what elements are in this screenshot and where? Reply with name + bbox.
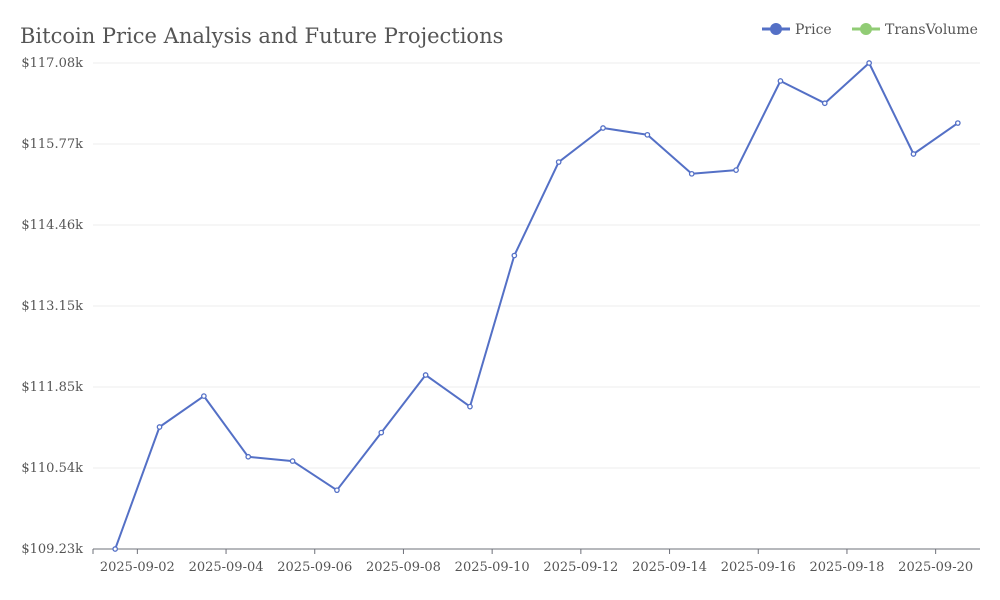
x-tick-label: 2025-09-12	[543, 560, 618, 575]
data-point[interactable]	[866, 60, 872, 66]
x-tick-label: 2025-09-06	[277, 560, 352, 575]
data-point[interactable]	[821, 100, 828, 107]
data-point[interactable]	[555, 159, 562, 165]
x-tick-label: 2025-09-02	[100, 560, 175, 575]
y-tick-label: $111.85k	[21, 380, 83, 395]
x-tick-label: 2025-09-10	[455, 560, 530, 575]
series-layer	[112, 60, 961, 552]
data-point[interactable]	[467, 403, 473, 410]
data-point[interactable]	[289, 458, 296, 464]
legend[interactable]: Price TransVolume	[762, 22, 978, 38]
data-point[interactable]	[954, 120, 961, 126]
series-line-price	[114, 62, 959, 550]
data-point[interactable]	[334, 487, 340, 494]
data-point[interactable]	[245, 453, 252, 460]
y-tick-label: $113.15k	[21, 299, 83, 314]
chart-title: Bitcoin Price Analysis and Future Projec…	[20, 24, 503, 48]
x-tick-label: 2025-09-04	[189, 560, 264, 575]
y-tick-label: $109.23k	[21, 542, 83, 557]
data-point[interactable]	[201, 393, 207, 399]
data-point[interactable]	[733, 167, 739, 173]
data-point[interactable]	[644, 131, 651, 138]
y-axis: $109.23k $110.54k $111.85k $113.15k $114.46k…	[21, 56, 83, 557]
data-point[interactable]	[777, 78, 784, 84]
x-tick-label: 2025-09-14	[632, 560, 707, 575]
x-tick-label: 2025-09-20	[898, 560, 973, 575]
legend-swatch-dot	[860, 23, 872, 35]
data-point[interactable]	[378, 429, 385, 436]
data-point[interactable]	[600, 125, 606, 131]
y-tick-label: $110.54k	[21, 461, 83, 476]
grid-lines	[93, 62, 980, 469]
legend-swatch-dot	[770, 23, 782, 35]
y-tick-label: $115.77k	[21, 137, 83, 152]
data-point[interactable]	[422, 372, 429, 378]
data-point[interactable]	[688, 170, 695, 177]
data-point[interactable]	[112, 546, 119, 552]
data-point[interactable]	[511, 252, 518, 259]
legend-item-transvolume[interactable]: TransVolume	[852, 22, 978, 38]
x-tick-label: 2025-09-16	[721, 560, 796, 575]
legend-label: TransVolume	[885, 22, 978, 38]
legend-item-price[interactable]: Price	[762, 22, 832, 38]
data-point[interactable]	[910, 151, 917, 157]
x-tick-label: 2025-09-18	[809, 560, 884, 575]
y-tick-label: $114.46k	[21, 218, 83, 233]
y-tick-label: $117.08k	[21, 56, 83, 71]
legend-label: Price	[795, 22, 832, 38]
data-point[interactable]	[156, 424, 163, 430]
x-axis: 2025-09-02 2025-09-04 2025-09-06 2025-09-08…	[92, 548, 980, 575]
x-tick-label: 2025-09-08	[366, 560, 441, 575]
